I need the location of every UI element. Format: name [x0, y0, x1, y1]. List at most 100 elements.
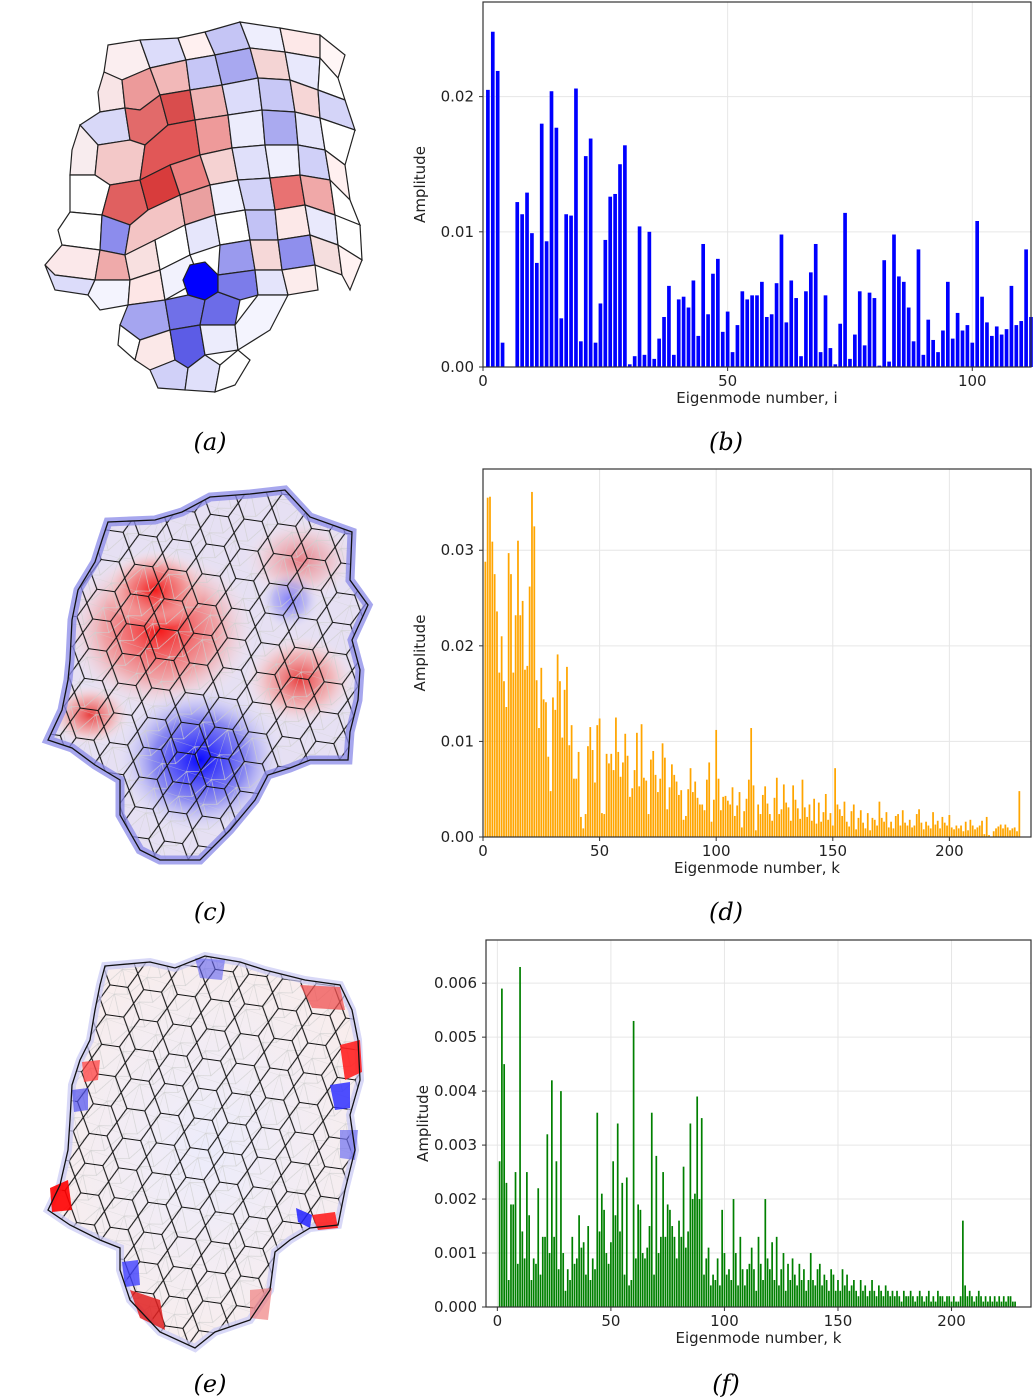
bar — [629, 796, 631, 837]
bar — [778, 814, 781, 837]
bar — [490, 31, 495, 367]
bar — [796, 808, 799, 837]
bar — [547, 756, 550, 837]
bar — [1018, 791, 1021, 837]
bar — [815, 823, 818, 837]
bar — [542, 699, 545, 837]
bar — [988, 835, 990, 837]
bar — [987, 1301, 989, 1307]
bar — [711, 273, 715, 367]
bar — [841, 815, 843, 837]
bar — [574, 88, 578, 367]
bar — [631, 788, 634, 837]
bar — [684, 1247, 687, 1307]
x-tick-label: 0 — [478, 372, 488, 390]
bar — [591, 750, 594, 837]
bar — [764, 1199, 767, 1307]
bar — [734, 1253, 737, 1307]
bar — [554, 127, 559, 367]
plot-frame — [482, 1, 1032, 368]
bar — [615, 717, 617, 837]
bar — [1002, 1296, 1005, 1307]
bar — [852, 804, 855, 837]
bar — [930, 1301, 932, 1307]
bar — [545, 702, 547, 837]
bar — [904, 822, 906, 837]
bar — [582, 828, 585, 837]
bar — [647, 814, 650, 837]
x-tick-label: 100 — [702, 842, 731, 860]
bar — [637, 1204, 639, 1307]
bar — [654, 774, 657, 837]
bar — [893, 1296, 896, 1307]
bar — [612, 1161, 615, 1307]
bar — [621, 1182, 624, 1307]
bar — [752, 785, 755, 837]
bar — [941, 1296, 944, 1307]
x-tick-label: 150 — [824, 1312, 853, 1330]
bar — [812, 1280, 814, 1307]
bar — [538, 728, 540, 837]
bar — [532, 1258, 535, 1307]
bar — [991, 1301, 994, 1307]
bar — [512, 672, 515, 837]
bar — [589, 727, 592, 837]
bar — [855, 1290, 857, 1307]
bar — [846, 1274, 848, 1307]
bar — [696, 335, 701, 367]
bar — [992, 831, 995, 837]
bar — [808, 272, 813, 367]
bar — [694, 1193, 696, 1307]
bar — [906, 307, 911, 367]
bar — [866, 1296, 869, 1307]
x-tick-label: 50 — [601, 1312, 620, 1330]
bar — [905, 1296, 907, 1307]
bar — [525, 192, 529, 367]
bar — [884, 1285, 887, 1307]
bar — [848, 358, 852, 367]
x-tick-label: 200 — [935, 842, 964, 860]
bar — [998, 1296, 1001, 1307]
bar — [575, 1258, 578, 1307]
bar — [845, 821, 848, 837]
bar — [698, 1199, 701, 1307]
bar — [889, 1296, 892, 1307]
bar — [899, 825, 902, 837]
bar — [927, 825, 930, 837]
bar — [794, 298, 798, 367]
bar — [728, 1269, 730, 1307]
bar — [799, 818, 802, 837]
bar — [898, 1296, 901, 1307]
bar — [779, 234, 784, 367]
bar — [600, 1193, 603, 1307]
bar — [823, 295, 828, 367]
bar — [573, 778, 575, 837]
bar — [823, 1274, 826, 1307]
bar — [541, 1236, 544, 1307]
bar — [939, 1296, 942, 1307]
bar — [936, 352, 940, 367]
bar — [648, 1226, 651, 1307]
bar — [962, 831, 965, 837]
bar — [730, 352, 735, 367]
bar — [747, 779, 750, 837]
bar — [822, 812, 825, 837]
bar — [673, 774, 676, 837]
bar — [916, 1296, 919, 1307]
bar — [900, 1301, 903, 1307]
bar — [803, 807, 806, 837]
bar — [650, 759, 652, 837]
bar — [1004, 329, 1009, 367]
bar — [516, 1263, 519, 1307]
bar — [848, 826, 850, 837]
bar — [750, 1247, 753, 1307]
bar — [636, 732, 638, 837]
bar — [850, 811, 853, 837]
bar — [530, 1280, 533, 1307]
bar — [916, 249, 921, 367]
bar — [969, 819, 972, 837]
bar — [946, 825, 948, 837]
bar — [484, 561, 487, 837]
bar — [787, 807, 790, 837]
y-tick-label: 0.003 — [434, 1136, 477, 1154]
